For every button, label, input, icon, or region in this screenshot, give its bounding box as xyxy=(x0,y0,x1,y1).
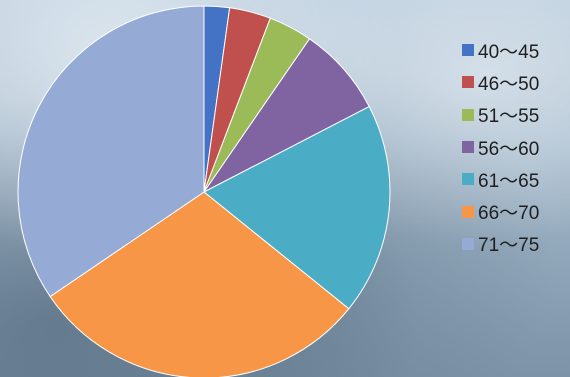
pie-slice-4 xyxy=(203,38,370,193)
legend-item: 46～50 xyxy=(462,66,539,98)
legend-item: 56～60 xyxy=(462,131,539,163)
pie-slice-7 xyxy=(17,5,205,298)
legend-swatch xyxy=(462,76,474,89)
legend-label: 40～45 xyxy=(478,41,540,63)
legend-swatch xyxy=(462,44,474,57)
legend-swatch xyxy=(462,141,474,154)
legend-item: 51～55 xyxy=(462,99,539,131)
pie-slices xyxy=(17,5,391,377)
legend-item: 40～45 xyxy=(462,34,539,66)
legend-label: 66～70 xyxy=(478,203,540,225)
chart-legend: 40～45 46～50 51～55 56～60 61～65 66～70 71～75 xyxy=(462,34,539,260)
pie-slice-5 xyxy=(203,105,391,310)
legend-swatch xyxy=(462,237,474,250)
legend-item: 61～65 xyxy=(462,163,539,195)
legend-label: 71～75 xyxy=(478,235,540,257)
legend-label: 51～55 xyxy=(478,106,540,128)
legend-item: 66～70 xyxy=(462,195,539,227)
legend-swatch xyxy=(462,173,474,186)
legend-item: 71～75 xyxy=(462,228,539,260)
legend-label: 46～50 xyxy=(478,73,540,95)
legend-swatch xyxy=(462,108,474,121)
pie-slice-6 xyxy=(49,191,350,377)
legend-label: 56～60 xyxy=(478,138,540,160)
legend-label: 61～65 xyxy=(478,170,540,192)
legend-swatch xyxy=(462,205,474,218)
